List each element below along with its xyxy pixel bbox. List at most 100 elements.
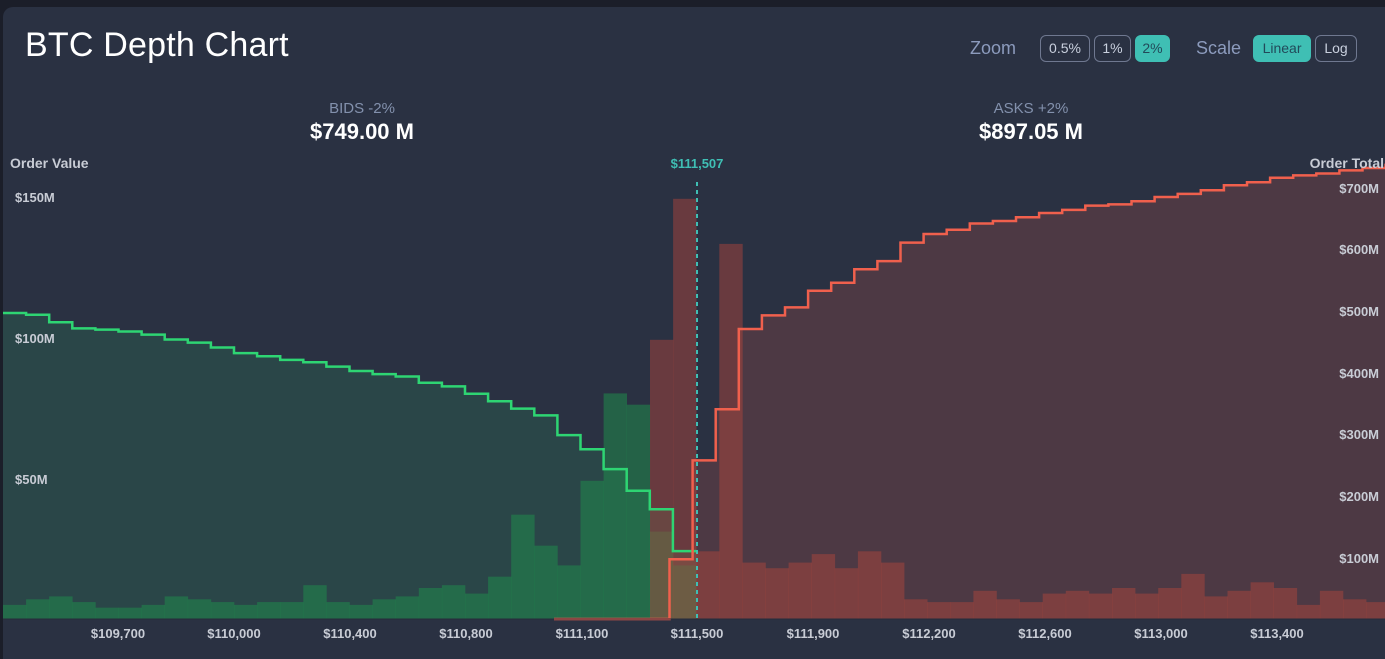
order-value-bar (1227, 590, 1251, 619)
x-tick: $111,100 (555, 626, 609, 641)
asks-summary: ASKS +2% $897.05 M (931, 100, 1131, 145)
order-value-bar (1019, 602, 1043, 619)
order-value-bar (719, 243, 743, 619)
depth-lines (3, 163, 1385, 621)
bids-label: BIDS -2% (329, 100, 395, 117)
order-value-bar (511, 514, 535, 619)
order-value-bar (465, 593, 489, 619)
order-value-bar (1366, 602, 1385, 619)
x-tick: $111,500 (670, 626, 724, 641)
order-value-bar (95, 607, 119, 619)
order-value-bar (1296, 604, 1321, 619)
order-value-bar (1204, 596, 1228, 619)
zoom-label: Zoom (970, 37, 1017, 58)
zoom-2-button[interactable]: 2% (1135, 34, 1171, 62)
order-value-bar (26, 599, 50, 619)
order-value-bar (187, 599, 212, 619)
order-value-bar (672, 565, 697, 619)
left-axis-title: Order Value (10, 155, 89, 171)
order-value-bar (996, 599, 1020, 619)
order-value-bar (649, 531, 674, 619)
x-tick: $112,600 (1018, 626, 1072, 641)
x-tick: $110,000 (207, 626, 261, 641)
order-value-bar (349, 604, 373, 619)
ask-cumulative-area (554, 168, 1385, 619)
order-value-bar (673, 198, 697, 620)
asks-label: ASKS +2% (993, 100, 1069, 117)
x-tick: $109,700 (90, 626, 146, 641)
order-value-bar (1319, 590, 1344, 619)
mid-price-label: $111,507 (670, 156, 724, 171)
order-value-bar (881, 562, 905, 619)
order-value-bar (1088, 593, 1113, 619)
right-axis-title: Order Total (1309, 155, 1384, 171)
ask-depth-line (554, 163, 1385, 621)
order-value-bars (3, 198, 1385, 620)
order-value-bar (118, 607, 142, 619)
order-value-bar (257, 602, 281, 619)
order-value-bar (418, 588, 443, 619)
right-tick-200m: $200M (1339, 489, 1379, 504)
order-value-bar (303, 585, 327, 619)
order-value-bar (1135, 593, 1159, 619)
order-value-bar (1065, 590, 1090, 619)
right-tick-700m: $700M (1339, 181, 1379, 196)
left-tick-100m: $100M (15, 331, 55, 346)
x-tick: $110,800 (439, 626, 493, 641)
order-value-bar (372, 599, 396, 619)
order-value-bar (141, 604, 165, 619)
order-value-bar (210, 602, 235, 619)
order-value-bar (488, 576, 512, 619)
order-value-bar (1158, 588, 1182, 619)
order-value-bar (788, 562, 812, 619)
page-title: BTC Depth Chart (25, 26, 289, 64)
order-value-bar (557, 565, 581, 619)
order-value-bar (580, 480, 604, 619)
bids-summary: BIDS -2% $749.00 M (262, 100, 462, 145)
x-tick: $110,400 (323, 626, 377, 641)
order-value-bar (1181, 573, 1205, 619)
order-value-bar (626, 404, 651, 619)
order-value-bar (696, 551, 720, 619)
right-tick-500m: $500M (1339, 304, 1379, 319)
order-value-bar (765, 568, 789, 619)
order-value-bar (834, 568, 859, 619)
order-value-bar (280, 602, 304, 619)
order-value-bar (927, 602, 951, 619)
chart-controls: Zoom 0.5% 1% 2% Scale Linear Log (970, 33, 1361, 63)
order-value-bar (742, 562, 766, 619)
right-tick-400m: $400M (1339, 366, 1379, 381)
order-value-bar (950, 602, 974, 619)
order-value-bar (1112, 588, 1136, 619)
right-tick-300m: $300M (1339, 427, 1379, 442)
scale-linear-button[interactable]: Linear (1253, 34, 1312, 62)
order-value-bar (234, 604, 258, 619)
order-value-bar (395, 596, 420, 619)
zoom-1-button[interactable]: 1% (1094, 34, 1132, 62)
order-value-bar (49, 596, 73, 619)
order-value-bar (1042, 593, 1067, 619)
order-value-bar (973, 590, 997, 619)
order-value-bar (534, 545, 558, 619)
order-value-bar (811, 554, 836, 619)
order-value-bar (3, 604, 27, 619)
order-value-bar (441, 585, 466, 619)
order-value-bar (326, 602, 350, 619)
scale-log-button[interactable]: Log (1315, 34, 1358, 62)
order-value-bar (1343, 599, 1367, 619)
order-value-bar (164, 596, 189, 619)
order-value-bar (603, 393, 627, 619)
scale-label: Scale (1196, 37, 1242, 58)
zoom-0.5-button[interactable]: 0.5% (1040, 34, 1091, 62)
order-value-bar (650, 339, 674, 619)
right-tick-100m: $100M (1339, 551, 1379, 566)
order-value-bar (72, 602, 96, 619)
order-value-bar (857, 551, 882, 619)
left-tick-50m: $50M (15, 472, 48, 487)
right-tick-600m: $600M (1339, 242, 1379, 257)
left-tick-150m: $150M (15, 190, 55, 205)
x-tick: $113,400 (1250, 626, 1304, 641)
bids-value: $749.00 M (310, 119, 414, 144)
x-tick: $112,200 (902, 626, 956, 641)
